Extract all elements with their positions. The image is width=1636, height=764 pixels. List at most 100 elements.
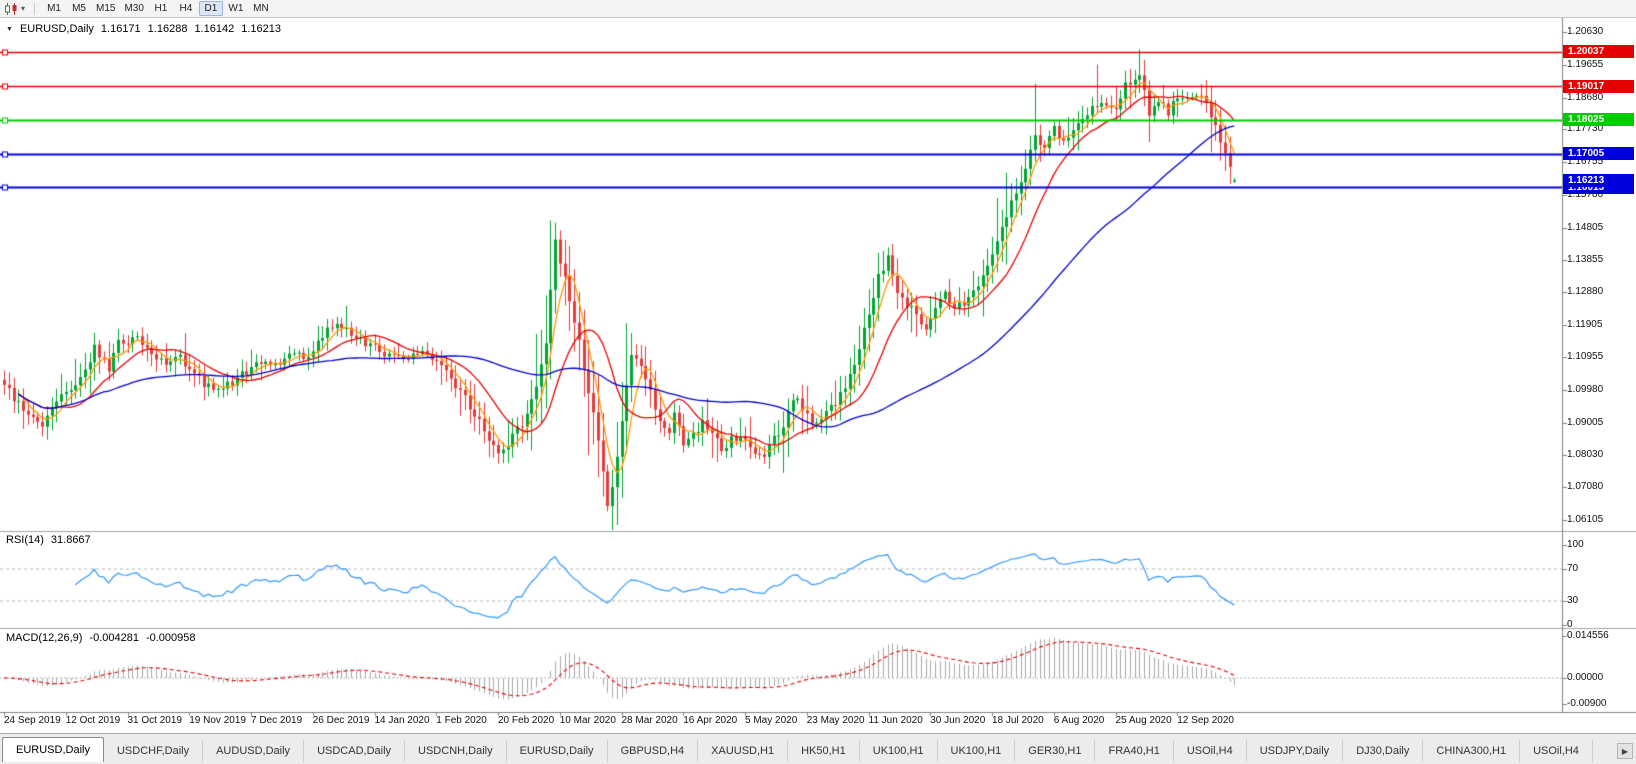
price-tick-label: 1.13855 (1567, 253, 1604, 265)
date-axis-label: 18 Jul 2020 (992, 715, 1044, 726)
chart-tab-fra40-h1[interactable]: FRA40,H1 (1095, 740, 1174, 762)
price-tick-label: 1.07080 (1567, 481, 1604, 493)
timeframe-button-w1[interactable]: W1 (228, 3, 244, 14)
chart-symbol-period: EURUSD,Daily (19, 23, 94, 35)
price-tick-label: 1.09980 (1567, 383, 1604, 395)
price-tick-label: 1.20630 (1567, 26, 1604, 37)
ohlc-high: 1.16288 (147, 23, 188, 35)
chart-tab-usdcad-daily[interactable]: USDCAD,Daily (304, 740, 406, 762)
panel-divider-macd-axis[interactable] (0, 709, 1562, 713)
chart-tab-uk100-h1[interactable]: UK100,H1 (860, 740, 938, 762)
timeframe-toolbar: ▾ M1 M5 M15 M30 H1 H4 D1 W1 MN (0, 0, 1636, 18)
chart-type-icon[interactable] (4, 2, 18, 15)
chart-tab-xauusd-h1[interactable]: XAUUSD,H1 (698, 740, 789, 762)
macd-name: MACD(12,26,9) (6, 632, 83, 644)
chart-tab-eurusd-daily[interactable]: EURUSD,Daily (507, 740, 608, 762)
date-axis-label: 19 Nov 2019 (189, 715, 246, 726)
timeframe-button-m1[interactable]: M1 (47, 3, 61, 14)
price-tick-label: 1.12880 (1567, 286, 1604, 298)
chart-tabs: EURUSD,Daily USDCHF,Daily AUDUSD,Daily USDC… (0, 734, 1614, 762)
rsi-scale-label: 30 (1567, 595, 1579, 606)
rsi-scale-label: 100 (1567, 539, 1584, 550)
chart-tab-usoil-h4[interactable]: USOil,H4 (1520, 740, 1593, 762)
chart-tab-china300-h1[interactable]: CHINA300,H1 (1423, 740, 1521, 762)
tab-scroll-right-button[interactable]: ▶ (1617, 743, 1633, 759)
date-axis-label: 5 May 2020 (745, 715, 798, 726)
date-axis-label: 28 Mar 2020 (621, 715, 678, 726)
date-axis-label: 31 Oct 2019 (127, 715, 182, 726)
timeframe-button-m5[interactable]: M5 (72, 3, 86, 14)
price-tick-label: 1.14805 (1567, 221, 1604, 233)
price-level-tag: 1.19017 (1563, 79, 1634, 93)
macd-indicator-label: MACD(12,26,9) -0.004281 -0.000958 (6, 632, 196, 644)
price-tick-label: 1.15780 (1567, 188, 1604, 200)
chart-tab-audusd-daily[interactable]: AUDUSD,Daily (203, 740, 305, 762)
panel-divider-rsi-macd[interactable] (0, 625, 1562, 629)
chart-tab-dj30-daily[interactable]: DJ30,Daily (1343, 740, 1424, 762)
price-tick-label: 1.09005 (1567, 416, 1604, 428)
chart-tab-bar: EURUSD,Daily USDCHF,Daily AUDUSD,Daily USDC… (0, 733, 1636, 764)
timeframe-button-h4[interactable]: H4 (179, 3, 193, 14)
ohlc-close: 1.16213 (241, 23, 281, 35)
price-tick-label: 1.17730 (1567, 123, 1604, 135)
price-level-tag: 1.20037 (1563, 45, 1634, 59)
macd-scale-label: -0.00900 (1567, 697, 1607, 709)
chart-tab-usoil-h4[interactable]: USOil,H4 (1174, 740, 1247, 762)
chart-tab-ger30-h1[interactable]: GER30,H1 (1015, 740, 1096, 762)
price-tick-label: 1.11905 (1567, 319, 1603, 331)
toolbar-separator (34, 2, 36, 15)
timeframe-button-d1[interactable]: D1 (198, 1, 223, 16)
rsi-scale-label: 70 (1567, 563, 1579, 574)
price-tick-label: 1.16755 (1567, 156, 1604, 168)
date-axis-label: 25 Aug 2020 (1115, 715, 1172, 726)
price-tick-label: 1.18680 (1567, 91, 1604, 103)
date-axis-label: 12 Sep 2020 (1177, 715, 1234, 726)
panel-divider-main-rsi[interactable] (0, 528, 1562, 532)
date-axis-label: 30 Jun 2020 (930, 715, 986, 726)
timeframe-button-m30[interactable]: M30 (124, 3, 144, 14)
chart-tab-hk50-h1[interactable]: HK50,H1 (788, 740, 860, 762)
timeframe-button-mn[interactable]: MN (253, 3, 269, 14)
date-axis-label: 7 Dec 2019 (251, 715, 303, 726)
macd-scale-label: 0.014556 (1567, 629, 1609, 641)
chart-tab-usdchf-daily[interactable]: USDCHF,Daily (104, 740, 204, 762)
date-axis-label: 14 Jan 2020 (374, 715, 430, 726)
date-axis-label: 24 Sep 2019 (4, 715, 61, 726)
price-tick-label: 1.19655 (1567, 58, 1604, 70)
chart-tab-gbpusd-h4[interactable]: GBPUSD,H4 (608, 740, 699, 762)
chart-tab-uk100-h1[interactable]: UK100,H1 (938, 740, 1016, 762)
chart-tab-usdjpy-daily[interactable]: USDJPY,Daily (1247, 740, 1344, 762)
rsi-name: RSI(14) (6, 534, 44, 546)
date-axis-label: 16 Apr 2020 (683, 715, 738, 726)
chart-tab-usdcnh-daily[interactable]: USDCNH,Daily (405, 740, 507, 762)
date-axis-label: 26 Dec 2019 (312, 715, 370, 726)
timeframe-button-m15[interactable]: M15 (96, 3, 116, 14)
timeframe-buttons: M1 M5 M15 M30 H1 H4 D1 W1 MN (42, 1, 273, 16)
date-axis-label: 1 Feb 2020 (436, 715, 487, 726)
date-axis-label: 10 Mar 2020 (559, 715, 616, 726)
rsi-value: 31.8667 (50, 534, 91, 546)
macd-signal-value: -0.000958 (145, 632, 196, 644)
price-tick-label: 1.08030 (1567, 449, 1604, 461)
price-level-tag: 1.18025 (1563, 113, 1634, 127)
chart-window: ▼ EURUSD,Daily 1.16171 1.16288 1.16142 1… (0, 18, 1636, 733)
date-axis-label: 11 Jun 2020 (868, 715, 923, 726)
price-tick-label: 1.10955 (1567, 351, 1604, 363)
price-tick-label: 1.06105 (1567, 514, 1604, 525)
chart-tab-eurusd-daily[interactable]: EURUSD,Daily (2, 737, 104, 762)
symbol-dropdown-icon[interactable]: ▼ (6, 25, 13, 33)
date-axis-label: 12 Oct 2019 (65, 715, 121, 726)
price-chart-canvas[interactable] (0, 18, 1636, 733)
macd-scale-label: 0.00000 (1567, 672, 1604, 683)
chart-type-dropdown-caret-icon[interactable]: ▾ (21, 4, 26, 13)
timeframe-button-h1[interactable]: H1 (154, 3, 168, 14)
date-axis-label: 6 Aug 2020 (1053, 715, 1105, 726)
price-level-tag: 1.17005 (1563, 147, 1634, 161)
chart-title: ▼ EURUSD,Daily 1.16171 1.16288 1.16142 1… (6, 23, 281, 35)
current-price-tag: 1.16213 (1563, 173, 1634, 187)
ohlc-open: 1.16171 (100, 23, 141, 35)
ohlc-low: 1.16142 (194, 23, 235, 35)
date-axis-label: 23 May 2020 (806, 715, 865, 726)
date-axis-label: 20 Feb 2020 (498, 715, 555, 726)
right-arrow-icon: ▶ (1621, 746, 1629, 756)
